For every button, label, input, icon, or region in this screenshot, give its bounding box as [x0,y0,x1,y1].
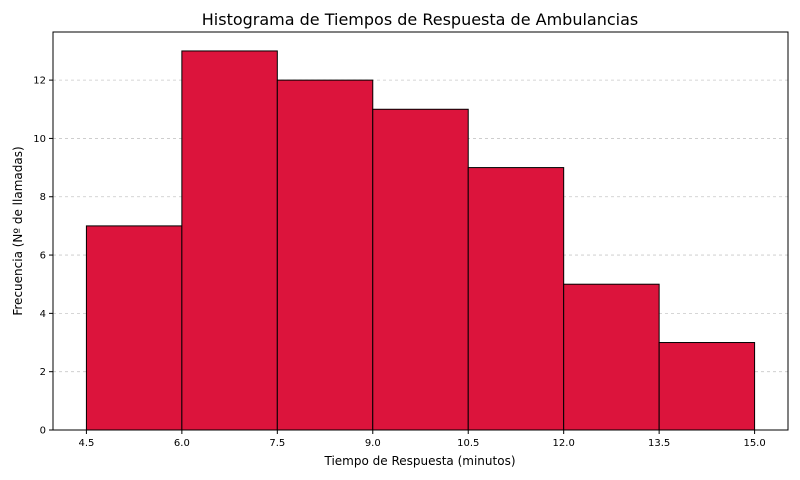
histogram-bar-6 [658,342,756,431]
plot-frame [52,31,789,431]
x-tick-label-1: 6.0 [174,438,190,449]
histogram-bar-2 [276,79,374,431]
histogram-bar-0 [85,225,183,431]
x-tick-label-5: 12.0 [553,438,575,449]
y-tick-label-2: 4 [40,309,46,320]
histogram-bar-3 [372,108,469,431]
x-tick-label-6: 13.5 [648,438,670,449]
x-axis-label: Tiempo de Respuesta (minutos) [323,454,515,468]
bars [85,50,756,431]
y-tick-label-0: 0 [40,426,46,437]
x-tick-label-3: 9.0 [365,438,381,449]
histogram-bar-1 [181,50,278,431]
histogram-bar-5 [563,283,660,431]
y-axis-label: Frecuencia (Nº de llamadas) [11,146,25,315]
y-tick-label-5: 10 [33,134,46,145]
y-tick-label-1: 2 [40,367,46,378]
chart-title: Histograma de Tiempos de Respuesta de Am… [202,10,639,29]
y-tick-label-4: 8 [40,192,46,203]
y-axis-ticks: 0 2 4 6 8 10 12 [33,76,53,437]
x-axis-ticks: 4.5 6.0 7.5 9.0 10.5 12.0 13.5 15.0 [78,430,766,449]
x-tick-label-2: 7.5 [269,438,285,449]
y-tick-label-3: 6 [40,251,46,262]
x-tick-label-4: 10.5 [457,438,479,449]
histogram-bar-4 [467,167,565,431]
x-tick-label-7: 15.0 [743,438,765,449]
x-tick-label-0: 4.5 [78,438,94,449]
y-tick-label-6: 12 [33,76,46,87]
